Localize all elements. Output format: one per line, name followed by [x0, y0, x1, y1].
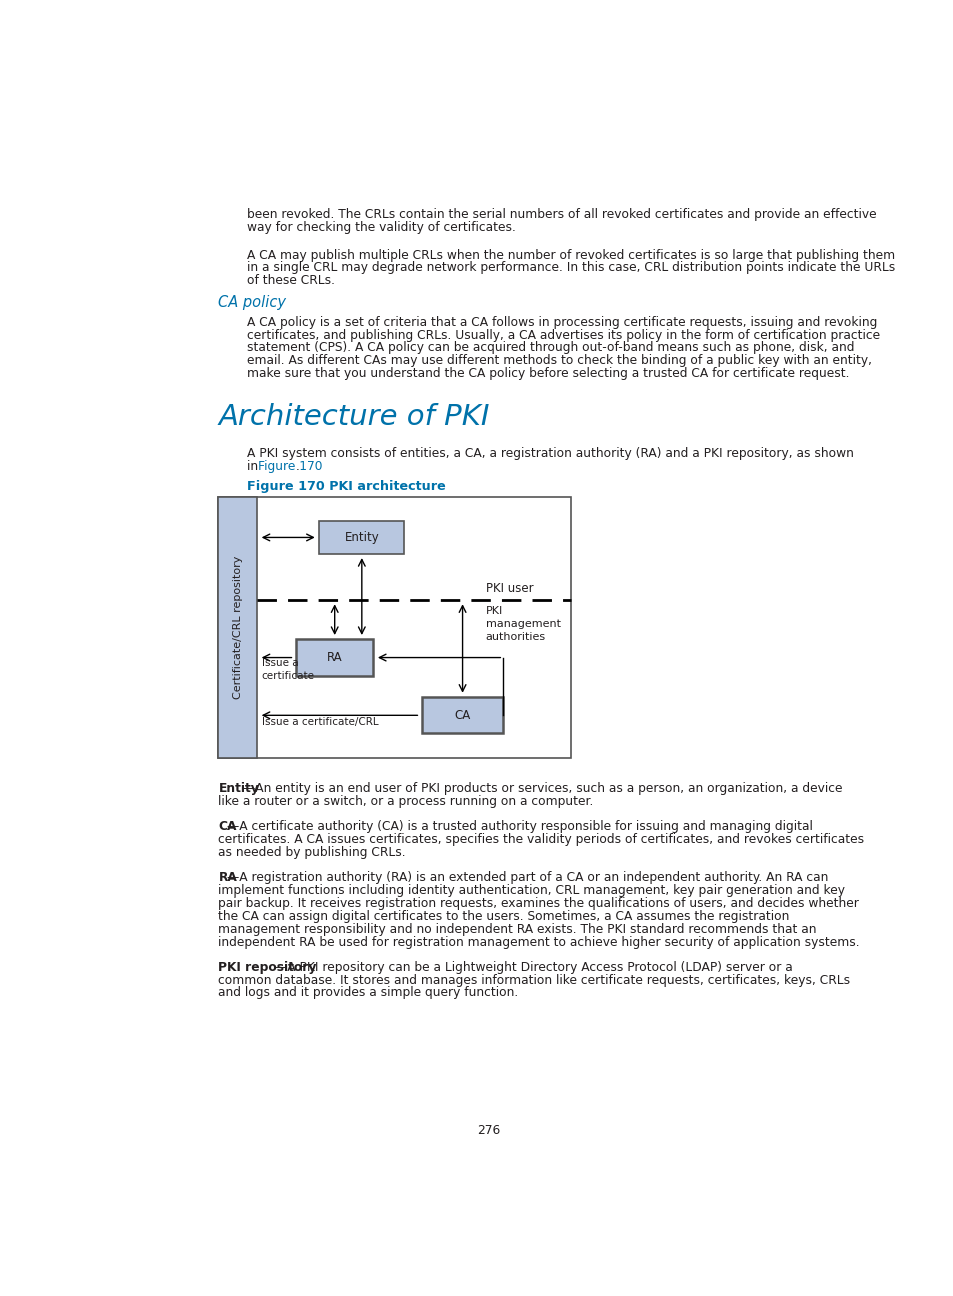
Text: —An entity is an end user of PKI products or services, such as a person, an orga: —An entity is an end user of PKI product… — [242, 783, 841, 796]
Text: common database. It stores and manages information like certificate requests, ce: common database. It stores and manages i… — [218, 973, 850, 986]
Bar — [218, 498, 257, 758]
Text: .: . — [295, 460, 299, 473]
Text: PKI user: PKI user — [485, 582, 533, 595]
Text: implement functions including identity authentication, CRL management, key pair : implement functions including identity a… — [218, 884, 844, 897]
Text: management responsibility and no independent RA exists. The PKI standard recomme: management responsibility and no indepen… — [218, 923, 816, 936]
Text: certificates, and publishing CRLs. Usually, a CA advertises its policy in the fo: certificates, and publishing CRLs. Usual… — [247, 329, 880, 342]
Text: A CA may publish multiple CRLs when the number of revoked certificates is so lar: A CA may publish multiple CRLs when the … — [247, 249, 894, 262]
Text: the CA can assign digital certificates to the users. Sometimes, a CA assumes the: the CA can assign digital certificates t… — [218, 910, 789, 923]
Text: Figure 170 PKI architecture: Figure 170 PKI architecture — [247, 481, 445, 494]
Text: 276: 276 — [476, 1124, 500, 1137]
Text: CA: CA — [454, 709, 470, 722]
Text: pair backup. It receives registration requests, examines the qualifications of u: pair backup. It receives registration re… — [218, 897, 859, 910]
Text: and logs and it provides a simple query function.: and logs and it provides a simple query … — [218, 986, 518, 999]
Bar — [421, 697, 503, 734]
Text: —A registration authority (RA) is an extended part of a CA or an independent aut: —A registration authority (RA) is an ext… — [226, 871, 827, 884]
Text: Figure 170: Figure 170 — [258, 460, 322, 473]
Text: way for checking the validity of certificates.: way for checking the validity of certifi… — [247, 220, 516, 233]
Text: statement (CPS). A CA policy can be acquired through out-of-band means such as p: statement (CPS). A CA policy can be acqu… — [247, 341, 854, 355]
Text: PKI
management
authorities: PKI management authorities — [485, 607, 560, 643]
Text: like a router or a switch, or a process running on a computer.: like a router or a switch, or a process … — [218, 796, 593, 809]
Text: email. As different CAs may use different methods to check the binding of a publ: email. As different CAs may use differen… — [247, 354, 871, 367]
Text: PKI repository: PKI repository — [218, 960, 316, 973]
Text: CA: CA — [218, 820, 236, 833]
Text: Issue a certificate/CRL: Issue a certificate/CRL — [261, 717, 378, 727]
Text: Issue a
certificate: Issue a certificate — [261, 658, 314, 680]
Text: certificates. A CA issues certificates, specifies the validity periods of certif: certificates. A CA issues certificates, … — [218, 833, 863, 846]
Text: CA policy: CA policy — [218, 294, 286, 310]
Text: independent RA be used for registration management to achieve higher security of: independent RA be used for registration … — [218, 936, 860, 949]
Text: A PKI system consists of entities, a CA, a registration authority (RA) and a PKI: A PKI system consists of entities, a CA,… — [247, 447, 853, 460]
Text: been revoked. The CRLs contain the serial numbers of all revoked certificates an: been revoked. The CRLs contain the seria… — [247, 207, 876, 220]
Text: RA: RA — [218, 871, 237, 884]
Text: Entity: Entity — [218, 783, 259, 796]
Text: Architecture of PKI: Architecture of PKI — [218, 403, 490, 430]
Bar — [319, 521, 404, 553]
Text: Entity: Entity — [344, 531, 378, 544]
Text: —A PKI repository can be a Lightweight Directory Access Protocol (LDAP) server o: —A PKI repository can be a Lightweight D… — [274, 960, 792, 973]
Text: in a single CRL may degrade network performance. In this case, CRL distribution : in a single CRL may degrade network perf… — [247, 262, 895, 275]
Text: make sure that you understand the CA policy before selecting a trusted CA for ce: make sure that you understand the CA pol… — [247, 367, 849, 380]
Text: in: in — [247, 460, 262, 473]
Text: as needed by publishing CRLs.: as needed by publishing CRLs. — [218, 846, 406, 859]
Text: of these CRLs.: of these CRLs. — [247, 273, 335, 288]
Text: Certificate/CRL repository: Certificate/CRL repository — [233, 556, 243, 700]
Text: —A certificate authority (CA) is a trusted authority responsible for issuing and: —A certificate authority (CA) is a trust… — [226, 820, 812, 833]
Bar — [295, 639, 373, 675]
Bar — [218, 498, 571, 758]
Text: RA: RA — [327, 651, 342, 664]
Text: A CA policy is a set of criteria that a CA follows in processing certificate req: A CA policy is a set of criteria that a … — [247, 316, 877, 329]
